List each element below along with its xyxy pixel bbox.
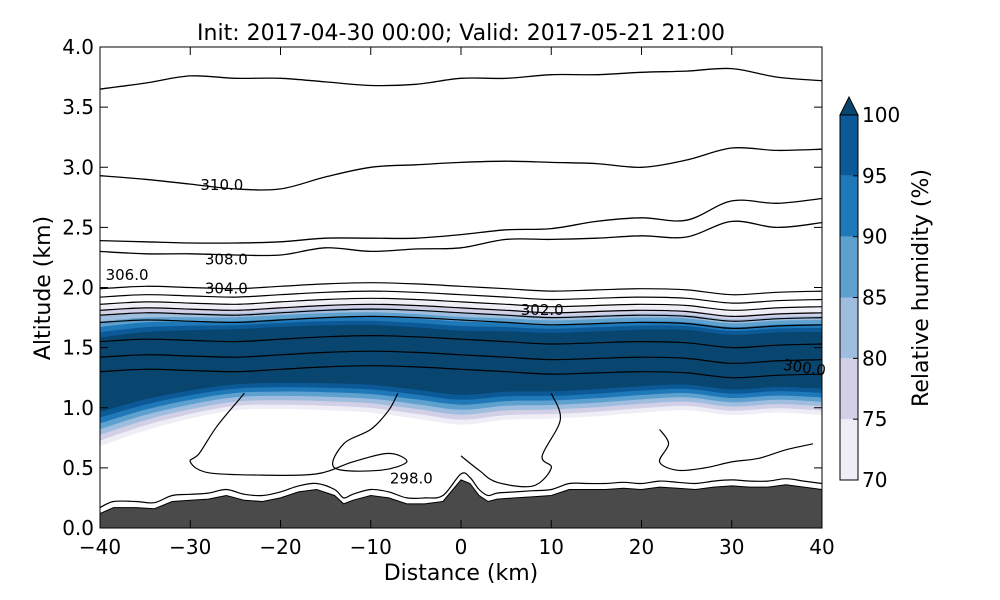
x-axis-label: Distance (km): [384, 561, 539, 586]
theta-contour-298-left: [189, 392, 408, 476]
colorbar: 70 75 80 85 90 95 100: [839, 95, 900, 492]
y-axis: 0.0 0.5 1.0 1.5 2.0 2.5 3.0 3.5 4.0: [62, 35, 822, 540]
theta-contour-layer-6: [100, 334, 822, 349]
colorbar-segment-95: [840, 115, 858, 176]
y-tick-label: 1.0: [62, 396, 94, 420]
chart-title: Init: 2017-04-30 00:00; Valid: 2017-05-2…: [197, 21, 725, 46]
theta-contour-298-mid: [460, 393, 562, 488]
colorbar-tick-label: 80: [862, 346, 887, 370]
contour-label-306.0: 306.0: [106, 266, 149, 284]
x-tick-label: 20: [629, 535, 654, 559]
colorbar-segment-75: [840, 358, 858, 420]
potential-temperature-contours: [100, 67, 822, 509]
theta-contour-surface: [100, 472, 822, 509]
x-tick-label: 10: [539, 535, 564, 559]
theta-contour-layer-3: [100, 303, 822, 318]
theta-contour-layer-2: [100, 297, 822, 311]
contour-label-298.0: 298.0: [390, 469, 433, 487]
contour-label-304.0: 304.0: [205, 279, 248, 297]
colorbar-label: Relative humidity (%): [909, 169, 934, 407]
plot-area: [100, 47, 822, 528]
theta-contour-layer-4: [100, 308, 822, 322]
colorbar-segment-90: [840, 175, 858, 237]
colorbar-segment-70: [840, 419, 858, 480]
y-tick-label: 0.5: [62, 456, 94, 480]
y-tick-label: 3.5: [62, 95, 94, 119]
x-tick-label: 40: [809, 535, 834, 559]
y-tick-label: 3.0: [62, 155, 94, 179]
x-tick-label: −20: [259, 535, 301, 559]
colorbar-tick-label: 100: [862, 103, 900, 127]
x-tick-label: −40: [79, 535, 121, 559]
x-tick-label: −30: [169, 535, 211, 559]
contour-labels: 310.0 308.0 306.0 304.0 302.0 300.0 298.0: [106, 176, 827, 487]
terrain: [100, 479, 822, 528]
colorbar-tick-label: 95: [862, 164, 887, 188]
colorbar-segment-85: [840, 236, 858, 298]
contour-label-310.0: 310.0: [200, 176, 243, 194]
colorbar-tick-label: 75: [862, 407, 887, 431]
theta-contour-layer-8: [100, 365, 822, 379]
theta-contour-upper-3: [100, 220, 822, 257]
contour-label-300.0: 300.0: [782, 356, 827, 380]
x-tick-label: 0: [455, 535, 468, 559]
theta-contour-layer-5: [100, 315, 822, 330]
colorbar-extend-max: [839, 95, 859, 116]
y-tick-label: 2.5: [62, 215, 94, 239]
colorbar-tick-label: 70: [862, 468, 887, 492]
theta-contour-layer-0: [100, 282, 822, 296]
rh-layer-100: [100, 324, 822, 412]
contour-label-308.0: 308.0: [205, 250, 248, 268]
theta-contour-upper-1: [100, 146, 822, 191]
y-tick-label: 4.0: [62, 35, 94, 59]
theta-contour-upper-2: [100, 197, 822, 244]
colorbar-tick-label: 85: [862, 286, 887, 310]
x-tick-label: 30: [719, 535, 744, 559]
y-tick-label: 2.0: [62, 276, 94, 300]
colorbar-tick-label: 90: [862, 225, 887, 249]
terrain-fill: [100, 479, 822, 528]
x-axis: −40 −30 −20 −10 0 10 20 30 40: [79, 47, 835, 559]
theta-contour-layer-1: [100, 290, 822, 304]
y-axis-label: Altitude (km): [31, 216, 56, 360]
theta-contour-layer-7: [100, 350, 822, 364]
y-tick-label: 0.0: [62, 516, 94, 540]
theta-contour-upper-0: [100, 67, 822, 90]
theta-contour-298-right: [658, 429, 814, 472]
x-tick-label: −10: [350, 535, 392, 559]
y-tick-label: 1.5: [62, 336, 94, 360]
colorbar-segment-80: [840, 297, 858, 359]
contour-label-302.0: 302.0: [521, 301, 564, 319]
